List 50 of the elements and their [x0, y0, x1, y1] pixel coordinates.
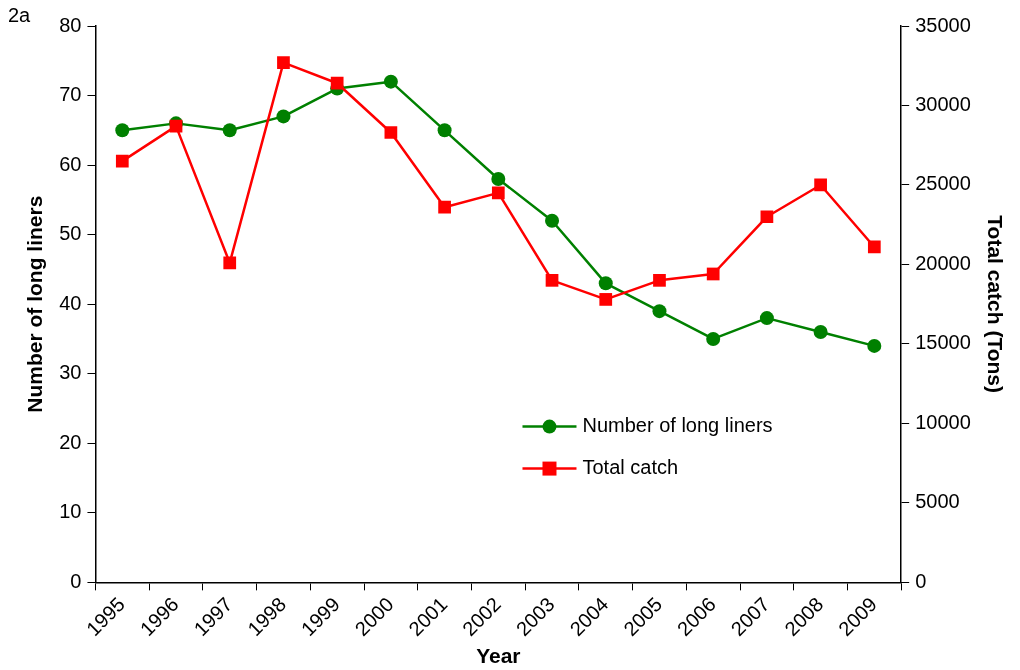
point: [760, 210, 774, 224]
point: [867, 338, 882, 353]
y-tick-label: 20: [59, 430, 82, 453]
point: [383, 74, 398, 89]
point: [437, 123, 452, 138]
y-tick-label: 30: [59, 361, 82, 384]
point: [491, 186, 505, 200]
point: [115, 123, 130, 138]
point: [223, 256, 237, 270]
y2-tick-label: 20000: [915, 251, 971, 274]
y-tick-label: 10: [59, 500, 82, 523]
point: [330, 76, 344, 90]
x-axis-title: Year: [476, 644, 521, 668]
point: [706, 267, 720, 281]
y-tick-label: 0: [70, 569, 82, 592]
point: [276, 109, 291, 124]
y2-tick-label: 15000: [915, 331, 971, 354]
y-tick-label: 80: [59, 13, 82, 36]
point: [491, 172, 506, 186]
y-tick-label: 50: [59, 222, 82, 245]
point: [545, 213, 560, 228]
y-tick-label: 60: [59, 152, 82, 175]
y-tick-label: 40: [59, 291, 82, 314]
point: [384, 126, 398, 139]
y2-tick-label: 5000: [915, 490, 960, 513]
legend-label: Total catch: [582, 456, 679, 479]
point: [598, 276, 613, 291]
y-axis-title: Number of long liners: [23, 195, 47, 413]
point: [759, 311, 774, 326]
point: [277, 56, 290, 69]
y2-tick-label: 30000: [915, 93, 971, 115]
point: [222, 123, 237, 138]
point: [652, 304, 667, 319]
point: [115, 154, 129, 168]
text: 2a: [8, 3, 32, 26]
legend-label: Number of long liners: [582, 414, 773, 437]
point: [545, 273, 559, 287]
point: [867, 240, 881, 254]
point: [814, 178, 827, 192]
y2-tick-label: 25000: [915, 172, 971, 195]
point: [706, 331, 721, 346]
point: [438, 200, 451, 214]
point: [813, 325, 828, 339]
y-tick-label: 70: [59, 83, 82, 106]
y2-tick-label: 10000: [915, 410, 971, 433]
point: [653, 273, 666, 287]
point: [599, 293, 613, 306]
y2-tick-label: 0: [915, 569, 927, 592]
y2-tick-label: 35000: [915, 13, 971, 36]
y2-axis-title: Total catch (Tons): [983, 215, 1007, 394]
